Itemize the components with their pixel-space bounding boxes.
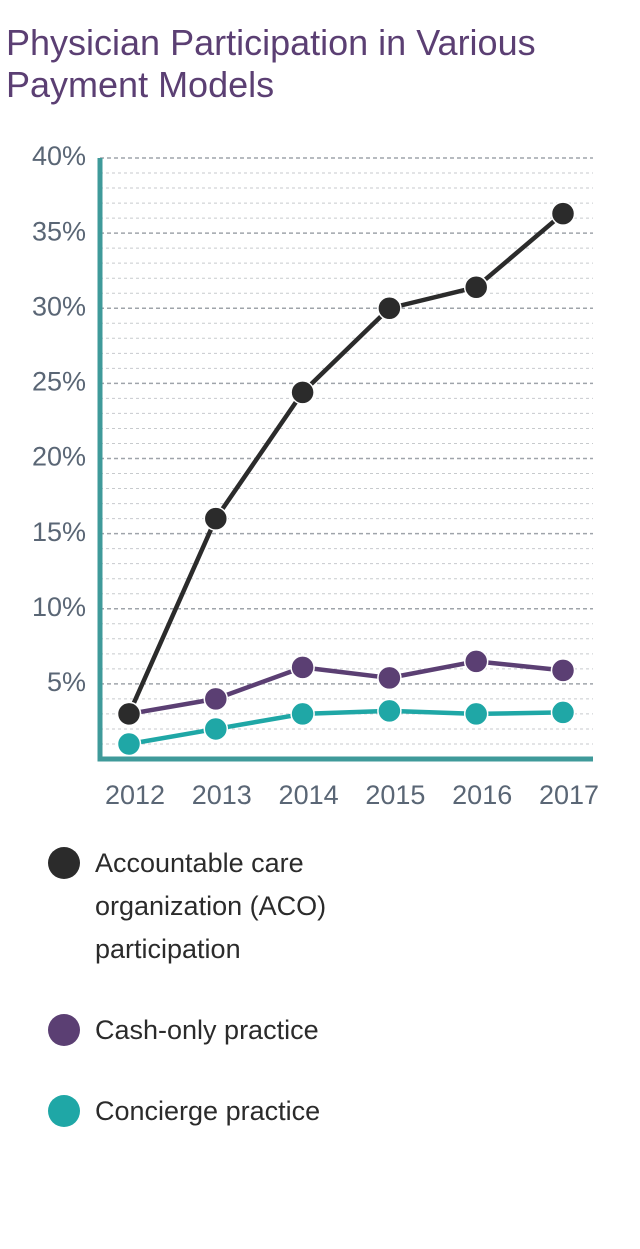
series-lines — [126, 211, 566, 747]
data-point — [377, 698, 402, 724]
legend-item-cash-only: Cash-only practice — [48, 1009, 608, 1052]
x-tick-label: 2013 — [192, 780, 252, 810]
legend-label-aco: Accountable care organization (ACO) part… — [95, 848, 327, 964]
line-chart: 5% 10% 15% 20% 25% 30% 35% 40% 2012 2013 2014 2015… — [32, 141, 599, 810]
legend-item-aco: Accountable care organization (ACO) part… — [48, 842, 608, 971]
data-point — [463, 649, 489, 674]
legend-swatch-cash-only — [48, 1014, 80, 1046]
data-point — [203, 686, 229, 712]
x-axis-tick-labels: 2012 2013 2014 2015 2016 2017 — [105, 780, 599, 810]
legend-label-concierge: Concierge practice — [95, 1096, 321, 1126]
chart-title: Physician Participation in Various Payme… — [6, 22, 536, 105]
data-point — [550, 700, 576, 725]
axes — [97, 158, 593, 762]
data-point — [377, 296, 402, 321]
y-tick-label: 5% — [47, 667, 86, 697]
data-point — [463, 701, 489, 727]
y-tick-label: 35% — [32, 216, 86, 246]
series-line — [126, 708, 566, 747]
legend: Accountable care organization (ACO) part… — [48, 842, 608, 1133]
y-tick-label: 40% — [32, 141, 86, 171]
gridlines — [100, 157, 593, 745]
x-tick-label: 2017 — [539, 780, 599, 810]
x-tick-label: 2016 — [452, 780, 512, 810]
data-point — [377, 665, 402, 691]
legend-item-concierge: Concierge practice — [48, 1090, 608, 1133]
legend-swatch-aco — [48, 847, 80, 879]
y-tick-label: 30% — [32, 291, 86, 321]
data-point — [290, 655, 315, 680]
data-point — [116, 731, 142, 757]
data-point — [290, 380, 315, 405]
data-point — [203, 716, 229, 742]
series-line — [126, 659, 566, 717]
data-point — [290, 701, 315, 727]
data-point — [203, 506, 229, 531]
series-points — [116, 201, 576, 757]
y-tick-label: 25% — [32, 367, 86, 397]
data-point — [116, 701, 142, 727]
x-tick-label: 2014 — [279, 780, 339, 810]
data-point — [550, 201, 576, 226]
x-tick-label: 2012 — [105, 780, 165, 810]
y-tick-label: 10% — [32, 592, 86, 622]
data-point — [463, 274, 489, 300]
data-point — [550, 658, 576, 683]
x-tick-label: 2015 — [365, 780, 425, 810]
y-tick-label: 15% — [32, 517, 86, 547]
legend-swatch-concierge — [48, 1095, 80, 1127]
y-tick-label: 20% — [32, 442, 86, 472]
series-line — [126, 211, 566, 717]
legend-label-cash-only: Cash-only practice — [95, 1015, 319, 1045]
y-axis-tick-labels: 5% 10% 15% 20% 25% 30% 35% 40% — [32, 141, 86, 697]
